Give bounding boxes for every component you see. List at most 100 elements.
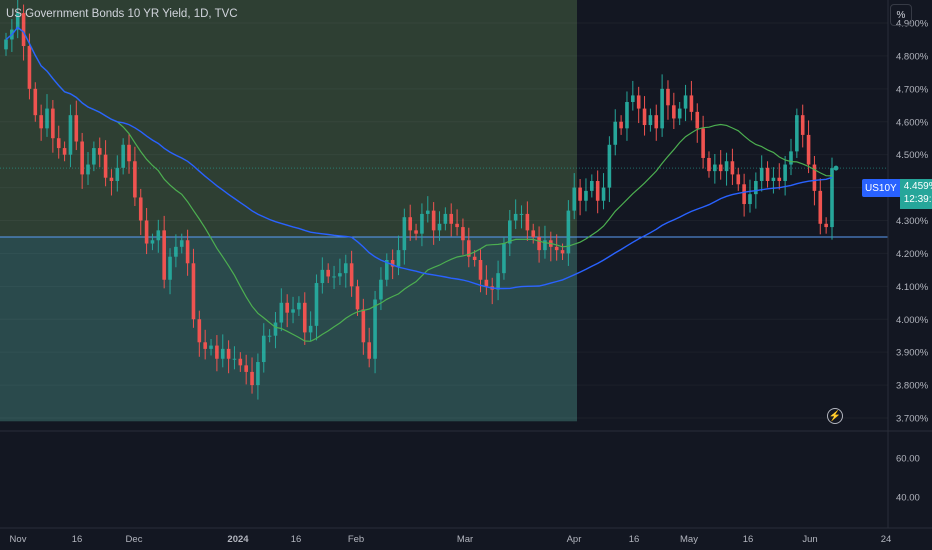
candle-body	[713, 164, 717, 172]
candle-body	[133, 161, 137, 198]
candle-body	[39, 115, 43, 129]
candle-body	[502, 243, 506, 274]
unit-button[interactable]: %	[890, 4, 912, 26]
x-tick-label: Feb	[348, 534, 364, 545]
y-tick-label: 4.700%	[896, 84, 929, 95]
candle-body	[21, 13, 26, 47]
candle-body	[449, 213, 454, 224]
candle-body	[631, 95, 635, 102]
candle-body	[414, 230, 418, 234]
candle-body	[33, 88, 38, 116]
candle-body	[150, 240, 155, 244]
candle-body	[62, 148, 67, 155]
price-tag-countdown: 12:39:14	[903, 194, 932, 205]
candle-body	[396, 250, 401, 267]
candle-body	[320, 269, 325, 284]
y-tick-label: 3.900%	[896, 348, 929, 359]
candle-body	[308, 325, 313, 333]
candle-body	[384, 260, 389, 280]
lightning-icon[interactable]: ⚡	[827, 408, 843, 424]
candle-body	[86, 164, 90, 175]
candle-body	[736, 174, 741, 185]
candle-body	[197, 319, 202, 343]
candle-body	[314, 283, 319, 326]
candle-body	[601, 187, 606, 201]
candle-body	[238, 358, 243, 366]
candle-body	[724, 161, 729, 172]
y-tick-label: 4.600%	[896, 117, 929, 128]
candle-body	[226, 348, 231, 359]
candle-body	[513, 213, 518, 221]
candle-body	[672, 105, 676, 119]
candle-body	[174, 246, 178, 257]
candle-body	[777, 177, 782, 181]
candle-body	[795, 115, 799, 152]
candle-body	[27, 46, 32, 89]
candle-body	[478, 260, 483, 280]
candle-body	[666, 88, 670, 106]
candle-body	[818, 190, 823, 224]
candle-body	[279, 302, 284, 323]
candle-body	[660, 88, 664, 129]
candle-body	[80, 141, 84, 175]
candle-body	[373, 299, 377, 359]
candle-body	[642, 108, 647, 126]
candle-body	[291, 309, 295, 313]
moving-averages	[5, 26, 839, 342]
candle-body	[56, 138, 61, 149]
candle-body	[332, 276, 336, 278]
candle-body	[455, 223, 459, 228]
candle-body	[560, 250, 565, 254]
y-tick-label: 3.800%	[896, 381, 929, 392]
candle-body	[285, 302, 289, 313]
candle-body	[824, 223, 828, 228]
x-tick-label: 16	[743, 534, 754, 545]
lower-tick-label: 40.00	[896, 493, 920, 504]
candle-body	[343, 263, 348, 274]
candle-body	[121, 144, 125, 168]
candle-body	[156, 230, 161, 241]
candle-body	[15, 13, 20, 30]
lower-tick-label: 60.00	[896, 454, 920, 465]
candle-body	[302, 302, 307, 333]
x-tick-label: May	[680, 534, 698, 545]
candle-body	[92, 148, 96, 165]
candle-body	[707, 157, 711, 172]
candle-body	[138, 197, 143, 221]
ma-slow-line	[5, 26, 833, 290]
candle-body	[379, 279, 383, 300]
candle-body	[425, 210, 430, 214]
candle-body	[765, 167, 770, 181]
candle-body	[402, 217, 407, 251]
x-tick-label: Nov	[10, 534, 27, 545]
candle-body	[789, 151, 793, 165]
candle-body	[806, 134, 811, 165]
candle-body	[437, 223, 442, 231]
candle-body	[179, 240, 184, 247]
y-tick-label: 4.100%	[896, 282, 929, 293]
candle-body	[543, 240, 547, 251]
candle-body	[578, 187, 582, 201]
candle-body	[584, 190, 588, 201]
candle-body	[466, 240, 471, 257]
candle-body	[759, 167, 764, 181]
y-tick-label: 4.000%	[896, 315, 929, 326]
candle-body	[613, 121, 618, 145]
zone-upper	[0, 0, 577, 237]
candle-body	[297, 302, 301, 310]
candle-body	[51, 108, 55, 139]
x-tick-label: Mar	[457, 534, 473, 545]
candle-body	[683, 95, 688, 109]
candle-body	[701, 128, 705, 158]
candle-body	[103, 154, 108, 178]
candle-body	[144, 220, 149, 244]
candle-body	[800, 115, 805, 135]
candle-body	[68, 115, 73, 155]
candle-body	[45, 108, 49, 129]
candle-body	[619, 121, 623, 129]
candle-body	[572, 187, 577, 211]
candle-body	[115, 167, 120, 181]
